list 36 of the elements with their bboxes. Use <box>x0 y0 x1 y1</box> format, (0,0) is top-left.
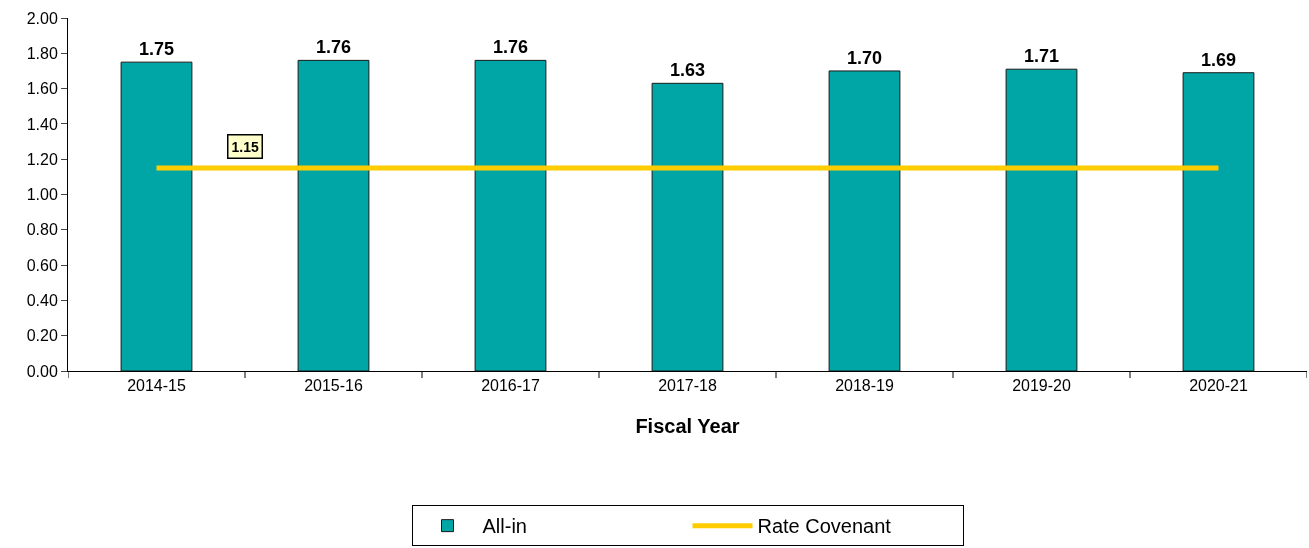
x-tick-label: 2020-21 <box>1189 377 1248 395</box>
data-label: 1.76 <box>492 37 529 58</box>
y-tick-label: 1.40 <box>26 115 58 133</box>
data-label: 1.76 <box>315 37 352 58</box>
x-tick-label: 2018-19 <box>835 377 894 395</box>
bar <box>651 82 724 371</box>
y-tick-label: 0.20 <box>26 327 58 345</box>
x-tick-label: 2019-20 <box>1012 377 1071 395</box>
bar <box>120 61 193 371</box>
y-tick-label: 0.00 <box>26 362 58 380</box>
data-label: 1.75 <box>138 39 175 60</box>
y-tick-label: 1.20 <box>26 150 58 168</box>
data-label: 1.71 <box>1023 46 1060 67</box>
y-tick-label: 2.00 <box>26 9 58 27</box>
y-tick-label: 0.40 <box>26 292 58 309</box>
x-tick-label: 2017-18 <box>658 377 717 395</box>
x-axis-title: Fiscal Year <box>635 414 740 437</box>
data-label: 1.70 <box>846 47 883 68</box>
x-tick-label: 2014-15 <box>127 377 186 395</box>
bar <box>297 59 370 371</box>
bar <box>474 59 547 371</box>
legend-label: Rate Covenant <box>757 515 892 538</box>
y-tick-label: 1.80 <box>26 44 58 62</box>
data-label: 1.63 <box>669 60 706 81</box>
data-label: 1.69 <box>1200 49 1237 70</box>
y-tick-label: 0.60 <box>26 256 58 274</box>
bar <box>828 70 901 371</box>
y-tick-label: 1.60 <box>26 80 58 98</box>
bar <box>1005 68 1078 371</box>
x-tick-label: 2015-16 <box>304 377 363 395</box>
annotation: 1.15 <box>231 138 259 155</box>
y-tick-label: 1.00 <box>26 186 58 204</box>
bar <box>1182 72 1255 371</box>
legend-label: All-in <box>482 515 527 538</box>
y-tick-label: 0.80 <box>26 221 58 239</box>
x-tick-label: 2016-17 <box>481 377 540 395</box>
